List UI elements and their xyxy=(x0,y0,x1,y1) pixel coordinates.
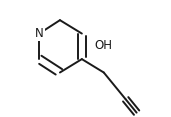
Text: OH: OH xyxy=(95,39,113,52)
Text: N: N xyxy=(35,27,44,40)
